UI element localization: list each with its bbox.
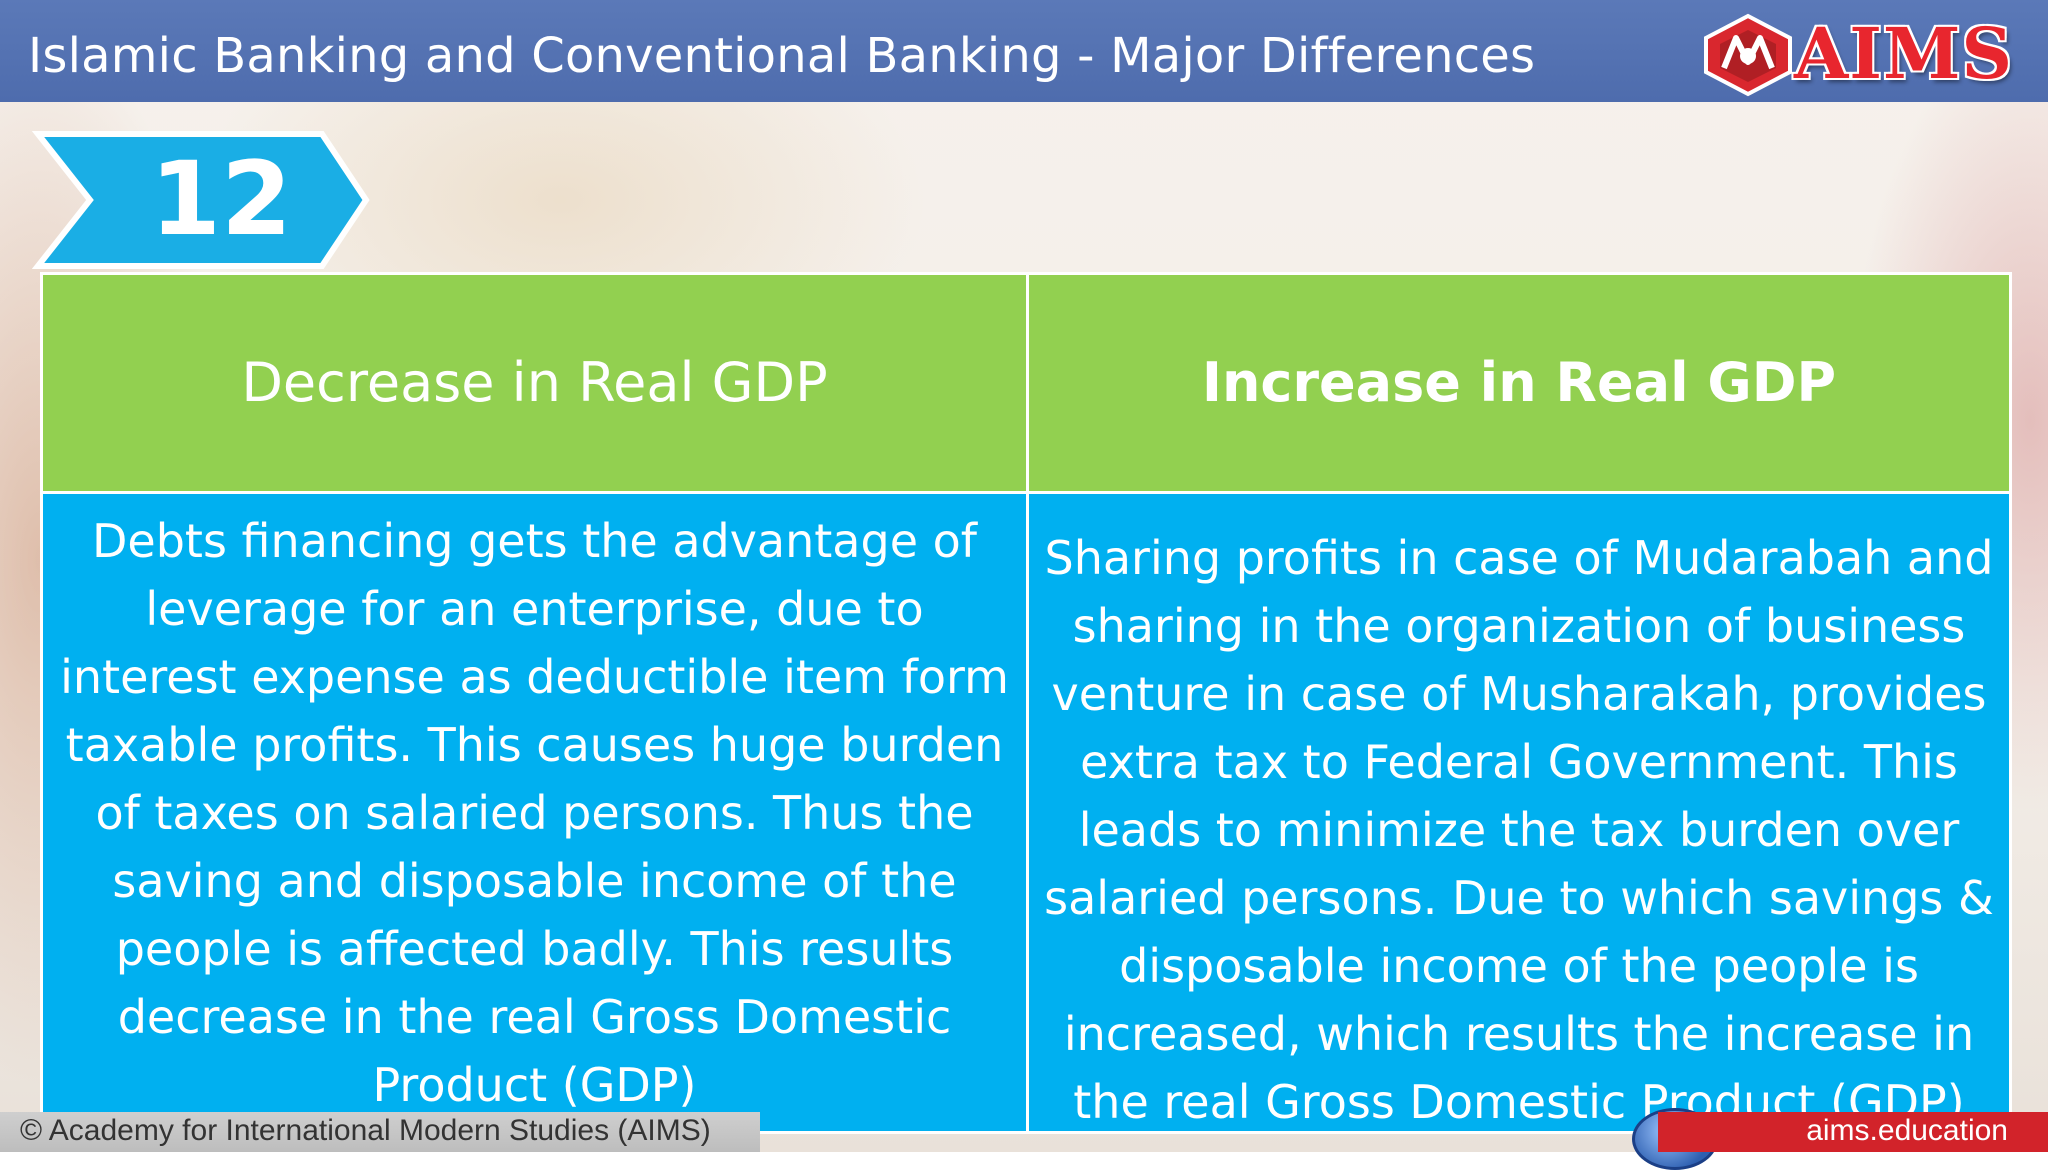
chevron-arrow-icon — [32, 131, 370, 269]
footer: © Academy for International Modern Studi… — [0, 1108, 2048, 1170]
slide-title: Islamic Banking and Conventional Banking… — [28, 28, 1536, 84]
comparison-table: Decrease in Real GDP Increase in Real GD… — [40, 272, 2012, 1134]
cell-text: Debts financing gets the advantage of le… — [60, 513, 1009, 1112]
footer-site-bar: aims.education — [1658, 1112, 2048, 1152]
slide-number: 12 — [150, 140, 292, 259]
table-header-decrease: Decrease in Real GDP — [43, 275, 1029, 491]
table-header-increase: Increase in Real GDP — [1029, 275, 2009, 491]
footer-copyright-bar: © Academy for International Modern Studi… — [0, 1112, 760, 1152]
aims-emblem-icon — [1704, 13, 1792, 97]
table-cell-islamic: Sharing profits in case of Mudarabah and… — [1029, 491, 2009, 1131]
slide-number-badge: 12 — [32, 130, 372, 270]
footer-copyright: © Academy for International Modern Studi… — [20, 1114, 711, 1147]
aims-logo: AIMS — [1698, 8, 2018, 100]
table-cell-conventional: Debts financing gets the advantage of le… — [43, 491, 1029, 1131]
cell-text: Sharing profits in case of Mudarabah and… — [1044, 531, 1994, 1129]
footer-site-link[interactable]: aims.education — [1806, 1114, 2008, 1147]
logo-text: AIMS — [1794, 12, 2014, 95]
